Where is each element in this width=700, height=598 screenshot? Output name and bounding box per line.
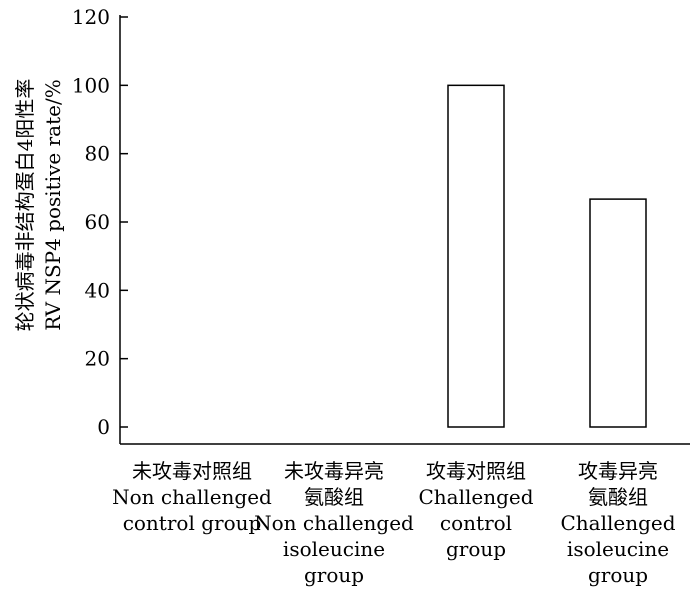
y-tick-label: 60 — [85, 210, 110, 234]
x-category-label: 未攻毒对照组 Non challenged control group — [112, 459, 272, 535]
y-tick-label: 40 — [85, 278, 110, 302]
bar — [447, 84, 505, 428]
y-axis-ticks: 0 20 40 60 80 100 120 — [72, 5, 128, 439]
y-axis-label: 轮状病毒非结构蛋白4阳性率 RV NSP4 positive rate/% — [13, 79, 65, 332]
y-tick-label: 0 — [97, 415, 110, 439]
y-tick-label: 20 — [85, 347, 110, 371]
y-axis-title: 轮状病毒非结构蛋白4阳性率 RV NSP4 positive rate/% — [13, 79, 65, 332]
bars — [447, 84, 647, 428]
bar — [589, 198, 647, 428]
y-tick-label: 120 — [72, 5, 110, 29]
x-category-label: 攻毒异亮氨酸组 Challenged isoleucine group — [560, 459, 675, 587]
x-category-label: 攻毒对照组 Challenged control group — [418, 459, 533, 561]
x-category-label: 未攻毒异亮氨酸组 Non challenged isoleucine group — [254, 459, 414, 587]
y-tick-label: 80 — [85, 142, 110, 166]
y-tick-label: 100 — [72, 73, 110, 97]
x-axis-categories: 未攻毒对照组 Non challenged control group未攻毒异亮氨酸… — [112, 459, 676, 587]
